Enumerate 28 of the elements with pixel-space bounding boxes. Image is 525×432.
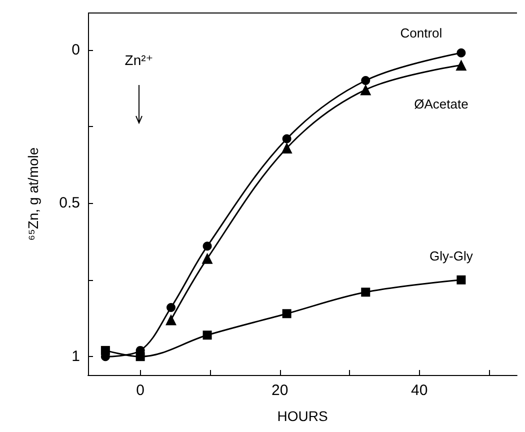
point <box>166 303 176 312</box>
point <box>100 346 110 355</box>
x-tick-label: 0 <box>136 382 144 399</box>
point <box>202 252 213 264</box>
series-label: Gly-Gly <box>430 248 474 264</box>
y-tick-label: 0 <box>72 41 80 58</box>
x-axis-title: HOURS <box>277 408 328 424</box>
series-label: ØAcetate <box>414 96 468 112</box>
point <box>166 314 177 326</box>
y-tick-label: 1 <box>72 348 80 366</box>
x-tick-label: 40 <box>411 382 428 399</box>
series-label: Control <box>400 25 442 40</box>
annotation: Zn²⁺ <box>124 52 154 68</box>
point <box>282 309 292 318</box>
point <box>202 242 212 251</box>
point <box>136 352 145 362</box>
point <box>282 134 292 144</box>
y-tick-label: 0.5 <box>59 194 80 212</box>
x-tick-label: 20 <box>271 382 288 399</box>
point <box>456 48 466 58</box>
point <box>361 288 370 297</box>
y-axis-title: ⁶⁵Zn, g at/mole <box>25 147 41 241</box>
point <box>456 60 467 71</box>
point <box>456 275 466 284</box>
point <box>281 142 292 154</box>
point <box>360 84 372 96</box>
point <box>361 76 370 85</box>
point <box>202 330 212 340</box>
